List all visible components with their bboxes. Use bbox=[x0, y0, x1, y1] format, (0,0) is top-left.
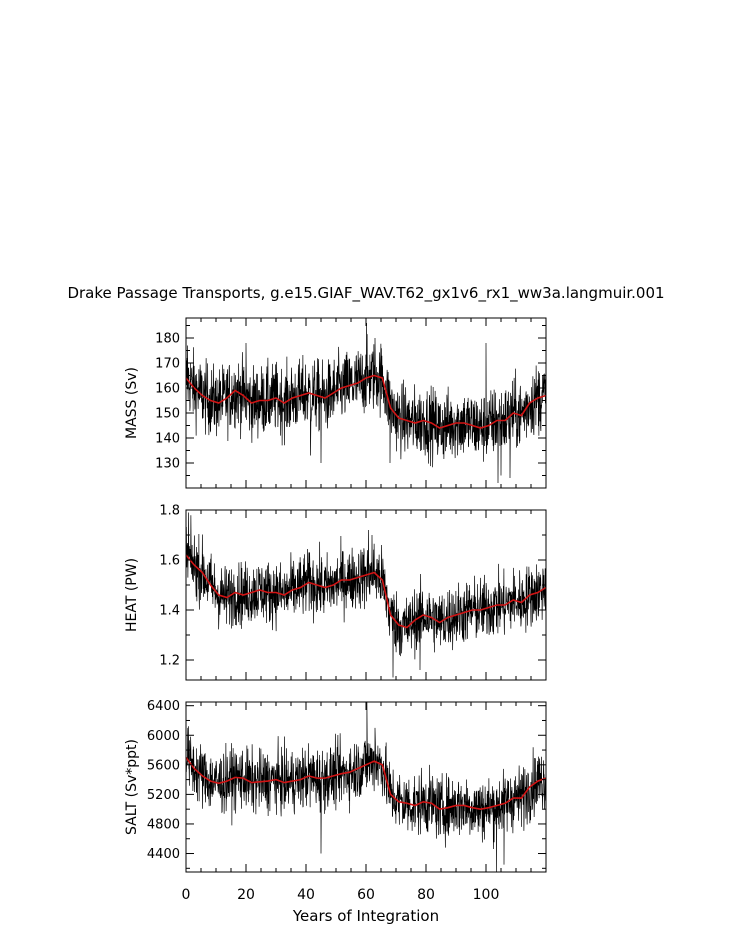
y-tick-label: 150 bbox=[155, 407, 180, 422]
y-tick-label: 4800 bbox=[147, 817, 180, 832]
x-tick-label: 20 bbox=[237, 887, 255, 903]
panel-1: 130 140 150 160 170 180 MASS (Sv) bbox=[124, 317, 547, 489]
y-axis-label: HEAT (PW) bbox=[124, 558, 140, 632]
panel-3: 4400 4800 5200 5600 6000 6400 SALT (Sv*ppt) bbox=[124, 699, 547, 873]
y-tick-label: 130 bbox=[155, 457, 180, 472]
raw-series-line bbox=[185, 701, 547, 873]
y-tick-label: 180 bbox=[155, 332, 180, 347]
y-tick-label: 1.4 bbox=[159, 604, 180, 619]
raw-series-line bbox=[185, 512, 547, 678]
x-tick-label: 60 bbox=[357, 887, 375, 903]
y-tick-label: 6000 bbox=[147, 729, 180, 744]
y-tick-label: 4400 bbox=[147, 847, 180, 862]
y-axis-label: SALT (Sv*ppt) bbox=[124, 739, 140, 835]
x-axis-label: Years of Integration bbox=[292, 907, 439, 925]
smoothed-series-line bbox=[185, 374, 547, 429]
x-tick-label: 100 bbox=[473, 887, 500, 903]
smoothed-series-line bbox=[185, 554, 547, 629]
y-tick-label: 5200 bbox=[147, 788, 180, 803]
y-tick-label: 1.8 bbox=[159, 504, 180, 519]
y-tick-label: 1.6 bbox=[159, 554, 180, 569]
x-tick-label: 0 bbox=[182, 887, 191, 903]
y-tick-label: 140 bbox=[155, 432, 180, 447]
y-axis-label: MASS (Sv) bbox=[124, 367, 140, 439]
y-tick-label: 1.2 bbox=[159, 654, 180, 669]
y-tick-label: 6400 bbox=[147, 699, 180, 714]
chart-title: Drake Passage Transports, g.e15.GIAF_WAV… bbox=[67, 284, 664, 303]
panels-group: 130 140 150 160 170 180 MASS (Sv) 1.2 1.4 1.6 1.8 H… bbox=[124, 317, 547, 903]
smoothed-series-line bbox=[185, 756, 547, 811]
x-tick-label: 40 bbox=[297, 887, 315, 903]
y-tick-label: 170 bbox=[155, 357, 180, 372]
y-tick-label: 5600 bbox=[147, 758, 180, 773]
x-tick-label: 80 bbox=[417, 887, 435, 903]
y-tick-label: 160 bbox=[155, 382, 180, 397]
raw-series-line bbox=[185, 322, 547, 484]
panel-2: 1.2 1.4 1.6 1.8 HEAT (PW) bbox=[124, 504, 547, 681]
